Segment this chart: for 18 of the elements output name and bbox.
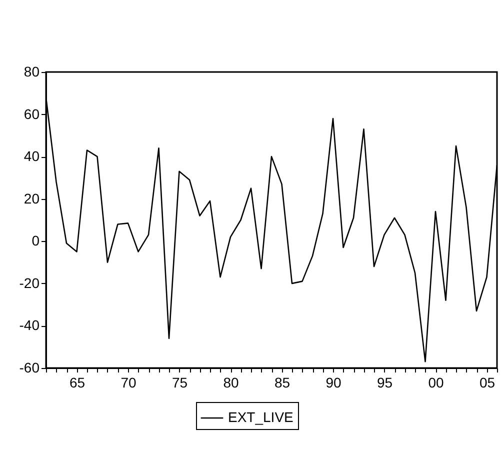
- legend-label: EXT_LIVE: [228, 409, 294, 425]
- y-tick-label: 0: [32, 232, 40, 249]
- x-tick-label: 90: [326, 374, 342, 390]
- x-tick-label: 80: [223, 374, 239, 390]
- x-tick-label: 05: [479, 374, 496, 390]
- y-tick-label: 80: [24, 64, 40, 80]
- x-tick-label: 70: [120, 374, 136, 390]
- x-tick-label: 85: [274, 374, 290, 390]
- x-tick-label: 00: [428, 374, 444, 390]
- y-tick-label: -40: [19, 317, 40, 334]
- x-tick-label: 75: [172, 374, 188, 390]
- y-tick-label: 60: [24, 106, 40, 122]
- y-tick-label: 40: [24, 148, 40, 164]
- y-tick-label: -20: [19, 274, 40, 291]
- y-tick-label: -60: [19, 360, 40, 376]
- x-tick-label: 95: [376, 374, 393, 390]
- y-tick-label: 20: [24, 190, 40, 206]
- x-tick-label: 65: [69, 374, 86, 390]
